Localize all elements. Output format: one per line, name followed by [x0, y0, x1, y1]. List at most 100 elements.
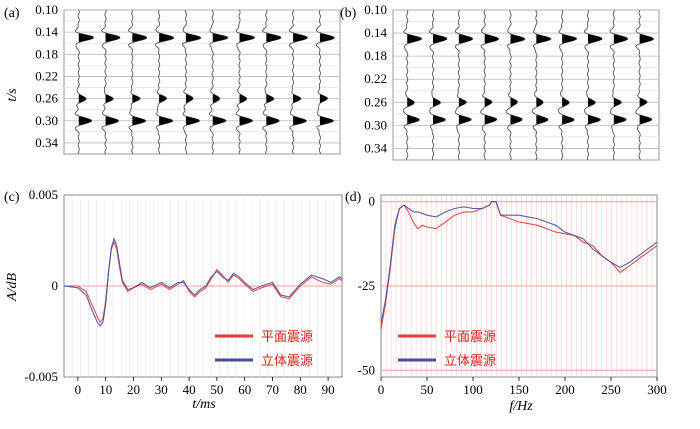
- seismic-wavelet-fill: [510, 115, 523, 124]
- seismic-wavelet-fill: [266, 33, 281, 42]
- seismic-wavelet-fill: [159, 33, 174, 42]
- seismic-trace: [315, 9, 335, 155]
- x-tick-label: 50: [421, 382, 434, 397]
- seismic-wavelet-fill: [639, 34, 654, 44]
- seismic-wavelet-fill: [562, 115, 575, 124]
- y-tick-label: 0.30: [35, 113, 58, 128]
- seismic-wavelet-fill: [484, 34, 499, 44]
- seismic-wavelet-fill: [639, 115, 652, 124]
- axis-title-ts: t/s: [5, 88, 20, 102]
- seismic-wavelet-fill: [458, 115, 471, 124]
- seismic-wavelet-fill: [266, 94, 274, 103]
- seismic-wavelet-fill: [433, 34, 448, 44]
- x-tick-label: 80: [294, 382, 307, 397]
- seismic-trace: [101, 9, 121, 155]
- x-tick-label: 0: [378, 382, 385, 397]
- seismic-wavelet-fill: [78, 33, 94, 42]
- seismic-wavelet-fill: [484, 97, 492, 107]
- seismic-wavelet-fill: [587, 97, 596, 107]
- axis-title-tms: t/ms: [192, 397, 216, 412]
- seismic-trace: [609, 9, 628, 161]
- x-tick-label: 300: [647, 382, 667, 397]
- seismic-trace: [428, 9, 448, 161]
- seismic-wavelet-fill: [105, 94, 113, 103]
- y-tick-label: 0: [369, 194, 376, 209]
- seismic-wavelet-fill: [293, 33, 308, 42]
- x-tick-label: 10: [99, 382, 112, 397]
- x-tick-label: 20: [127, 382, 140, 397]
- y-tick-label: -50: [358, 362, 375, 377]
- seismic-wavelet-fill: [212, 94, 221, 103]
- seismic-wavelet-fill: [239, 33, 255, 42]
- seismic-wavelet-fill: [239, 94, 247, 103]
- seismic-wavelet-fill: [433, 97, 441, 107]
- seismic-wavelet-fill: [185, 94, 194, 103]
- seismic-wavelet-fill: [132, 33, 148, 42]
- seismic-wavelet-fill: [562, 34, 577, 44]
- seismic-wavelet-fill: [159, 94, 167, 103]
- seismic-wavelet-fill: [319, 94, 328, 103]
- legend-label: 立体震源: [261, 354, 313, 369]
- seismic-wavelet-fill: [293, 116, 307, 125]
- seismic-wavelet-fill: [510, 34, 525, 44]
- seismic-wavelet-fill: [587, 115, 601, 124]
- y-tick-label: 0.14: [364, 25, 387, 40]
- y-tick-label: 0.005: [29, 187, 58, 202]
- panel-label-a: (a): [4, 6, 20, 21]
- x-tick-label: 70: [266, 382, 279, 397]
- seismic-wavelet-fill: [536, 115, 549, 124]
- y-tick-label: 0.14: [35, 24, 58, 39]
- seismic-wavelet-fill: [613, 34, 628, 44]
- seismic-trace: [154, 9, 175, 154]
- x-tick-label: 60: [238, 382, 251, 397]
- seismic-wavelet-fill: [433, 115, 446, 124]
- seismic-wavelet-fill: [185, 33, 201, 42]
- legend-label: 立体震源: [444, 354, 496, 369]
- seismic-wavelet-fill: [239, 116, 253, 125]
- seismic-wavelet-fill: [536, 34, 551, 44]
- seismic-trace: [454, 9, 473, 161]
- x-tick-label: 0: [75, 382, 82, 397]
- seismic-wavelet-fill: [266, 116, 280, 125]
- seismic-wavelet-fill: [458, 34, 474, 44]
- seismic-wavelet-fill: [587, 34, 603, 44]
- seismic-wavelet-fill: [319, 33, 335, 42]
- seismic-wavelet-fill: [293, 94, 301, 103]
- seismic-wavelet-fill: [132, 94, 140, 103]
- y-tick-label: 0: [52, 278, 59, 293]
- panel-label-c: (c): [4, 190, 20, 205]
- panel-label-d: (d): [345, 190, 362, 205]
- y-tick-label: 0.18: [35, 46, 58, 61]
- x-tick-label: 100: [463, 382, 483, 397]
- y-tick-label: 0.26: [35, 91, 58, 106]
- seismic-trace: [127, 9, 147, 155]
- seismic-wavelet-fill: [105, 116, 119, 125]
- seismic-trace: [583, 9, 603, 161]
- seismic-wavelet-fill: [510, 97, 518, 107]
- seismic-wavelet-fill: [458, 97, 466, 107]
- seismic-trace: [261, 9, 282, 155]
- seismic-trace: [288, 9, 308, 155]
- seismic-wavelet-fill: [212, 116, 226, 125]
- seismic-wavelet-fill: [407, 97, 415, 107]
- legend-label: 平面震源: [261, 330, 313, 345]
- y-tick-label: 0.10: [35, 2, 58, 17]
- seismic-wavelet-fill: [212, 33, 228, 42]
- y-tick-label: 0.34: [364, 140, 387, 155]
- seismic-wavelet-fill: [159, 116, 173, 125]
- seismic-wavelet-fill: [78, 116, 92, 125]
- seismic-wavelet-fill: [185, 116, 200, 125]
- x-tick-label: 30: [155, 382, 168, 397]
- y-tick-label: 0.26: [364, 94, 387, 109]
- seismic-wavelet-fill: [562, 97, 570, 107]
- seismic-wavelet-fill: [407, 34, 422, 44]
- y-tick-label: -25: [358, 278, 375, 293]
- x-tick-label: 90: [322, 382, 335, 397]
- x-tick-label: 200: [555, 382, 575, 397]
- axis-title-fhz: f/Hz: [509, 399, 533, 414]
- series-line-solid: [380, 201, 658, 324]
- y-tick-label: -0.005: [24, 369, 58, 384]
- x-tick-label: 50: [210, 382, 223, 397]
- seismic-wavelet-fill: [319, 116, 334, 125]
